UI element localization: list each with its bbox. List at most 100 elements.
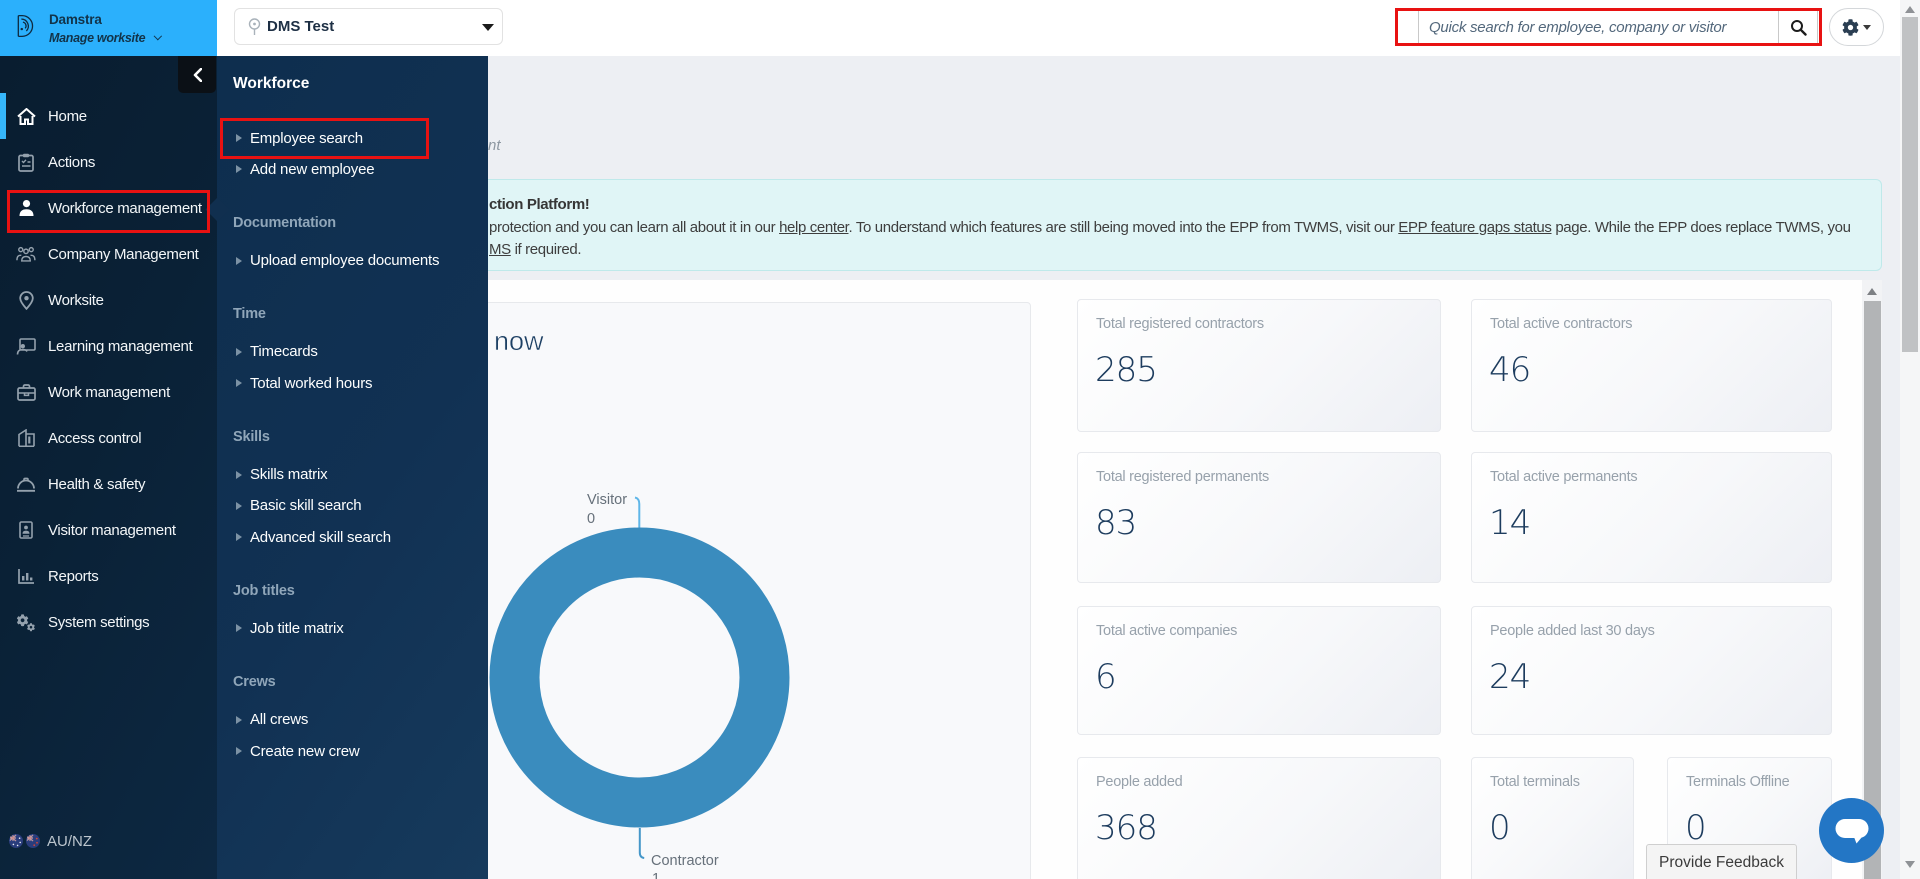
submenu-item-label: Timecards: [250, 343, 318, 361]
submenu-item-employee-search[interactable]: Employee search: [217, 126, 488, 150]
submenu-item-basic-skill-search[interactable]: Basic skill search: [217, 494, 488, 518]
sidebar-item-home[interactable]: Home: [0, 93, 217, 139]
scroll-up-icon[interactable]: [1905, 6, 1915, 13]
stat-label: Total terminals: [1490, 774, 1580, 790]
quick-search-input[interactable]: [1418, 10, 1779, 44]
sidebar-item-label: Visitor management: [48, 521, 176, 539]
page-subtitle-fragment: nt: [488, 137, 501, 154]
sidebar-item-learning-management[interactable]: Learning management: [0, 323, 217, 369]
banner-link[interactable]: EPP feature gaps status: [1398, 219, 1552, 236]
chart-heading-fragment: now: [494, 326, 544, 357]
site-selector-dropdown[interactable]: DMS Test: [234, 8, 503, 45]
banner-link[interactable]: MS: [489, 241, 511, 258]
stat-card-total-active-companies: Total active companies 6: [1077, 606, 1441, 735]
content-scrollbar-thumb[interactable]: [1863, 301, 1881, 879]
submenu-item-skills-matrix[interactable]: Skills matrix: [217, 463, 488, 487]
flag-au-icon: [9, 834, 23, 848]
reports-icon: [16, 566, 36, 586]
provide-feedback-button[interactable]: Provide Feedback: [1646, 844, 1797, 879]
sidebar-item-health-safety[interactable]: Health & safety: [0, 461, 217, 507]
submenu-item-all-crews[interactable]: All crews: [217, 708, 488, 732]
submenu-item-upload-employee-documents[interactable]: Upload employee documents: [217, 249, 488, 273]
chat-widget-button[interactable]: [1819, 798, 1884, 863]
workspace-switcher[interactable]: Manage worksite: [49, 31, 163, 45]
page-scrollbar-thumb[interactable]: [1902, 17, 1918, 352]
stat-card-total-active-permanents: Total active permanents 14: [1471, 452, 1832, 583]
stat-value: 24: [1489, 657, 1531, 697]
region-label: AU/NZ: [47, 832, 92, 850]
submenu-item-total-worked-hours[interactable]: Total worked hours: [217, 371, 488, 395]
page-scrollbar[interactable]: [1900, 0, 1920, 879]
onsite-donut-chart[interactable]: [469, 477, 811, 879]
search-button[interactable]: [1778, 10, 1818, 44]
site-selector-value: DMS Test: [267, 18, 335, 35]
stat-label: Total active permanents: [1490, 469, 1638, 485]
sidebar-item-work-management[interactable]: Work management: [0, 369, 217, 415]
submenu-group-header: Crews: [233, 674, 276, 691]
stat-value: 46: [1489, 350, 1531, 390]
stat-card-total-registered-contractors: Total registered contractors 285: [1077, 299, 1441, 432]
sidebar-item-access-control[interactable]: Access control: [0, 415, 217, 461]
banner-text-line3: MS if required.: [489, 241, 582, 258]
stat-label: Total active companies: [1096, 623, 1238, 639]
scroll-up-icon[interactable]: [1867, 288, 1877, 295]
stat-card-people-added: People added 368: [1077, 757, 1441, 879]
sidebar-item-visitor-management[interactable]: Visitor management: [0, 507, 217, 553]
submenu-group-header: Skills: [233, 429, 270, 445]
stat-card-total-registered-permanents: Total registered permanents 83: [1077, 452, 1441, 583]
scroll-down-icon[interactable]: [1905, 861, 1915, 868]
sidebar-item-label: Actions: [48, 153, 96, 171]
sidebar-item-workforce-management[interactable]: Workforce management: [0, 185, 217, 231]
sidebar-item-label: System settings: [48, 613, 150, 631]
submenu-item-label: Create new crew: [250, 742, 360, 760]
submenu-item-label: Add new employee: [250, 160, 375, 178]
actions-icon: [16, 152, 36, 172]
chevron-down-icon: [1863, 24, 1871, 30]
sidebar-item-actions[interactable]: Actions: [0, 139, 217, 185]
region-selector[interactable]: AU/NZ: [9, 832, 92, 850]
donut-label-visitor-value: 0: [587, 511, 596, 527]
settings-icon: [16, 612, 36, 632]
stat-value: 368: [1095, 808, 1158, 848]
submenu-group-header: Job titles: [233, 582, 295, 599]
sidebar-item-label: Access control: [48, 429, 142, 447]
content-scrollbar[interactable]: [1862, 280, 1882, 879]
banner-link[interactable]: help center: [779, 219, 849, 236]
stat-label: Total registered contractors: [1096, 316, 1264, 332]
chevron-down-icon: [153, 31, 163, 41]
submenu-item-timecards[interactable]: Timecards: [217, 340, 488, 364]
submenu-item-advanced-skill-search[interactable]: Advanced skill search: [217, 525, 488, 549]
banner-text: if required.: [510, 241, 582, 258]
caret-right-icon: [236, 379, 242, 388]
sidebar-item-company-management[interactable]: Company Management: [0, 231, 217, 277]
donut-label-visitor: Visitor: [587, 492, 628, 508]
active-item-indicator: [0, 93, 6, 139]
submenu-group-header: Documentation: [233, 215, 336, 232]
submenu-item-add-new-employee[interactable]: Add new employee: [217, 157, 488, 181]
sidebar-item-reports[interactable]: Reports: [0, 553, 217, 599]
caret-right-icon: [236, 747, 242, 755]
sidebar-item-system-settings[interactable]: System settings: [0, 599, 217, 645]
caret-right-icon: [236, 533, 242, 542]
sidebar-item-worksite[interactable]: Worksite: [0, 277, 217, 323]
caret-right-icon: [236, 624, 242, 633]
banner-text-line2: protection and you can learn all about i…: [489, 219, 1851, 236]
sidebar-item-label: Workforce management: [48, 199, 202, 217]
sidebar-collapse-button[interactable]: [178, 56, 216, 93]
workforce-submenu: Workforce Employee search Add new employe…: [217, 56, 488, 879]
stat-card-total-terminals: Total terminals 0: [1471, 757, 1634, 879]
learning-icon: [16, 336, 36, 356]
submenu-item-label: Advanced skill search: [250, 528, 391, 546]
caret-down-icon: [482, 24, 494, 31]
stat-value: 83: [1095, 503, 1137, 543]
caret-right-icon: [236, 165, 242, 174]
worksite-icon: [16, 290, 36, 310]
work-icon: [16, 382, 36, 402]
submenu-item-job-title-matrix[interactable]: Job title matrix: [217, 616, 488, 640]
submenu-item-create-new-crew[interactable]: Create new crew: [217, 739, 488, 763]
stat-value: 0: [1685, 808, 1707, 848]
submenu-item-label: All crews: [250, 711, 309, 729]
caret-right-icon: [236, 134, 242, 142]
chat-bubble-icon: [1835, 818, 1868, 843]
settings-menu-button[interactable]: [1829, 8, 1884, 46]
